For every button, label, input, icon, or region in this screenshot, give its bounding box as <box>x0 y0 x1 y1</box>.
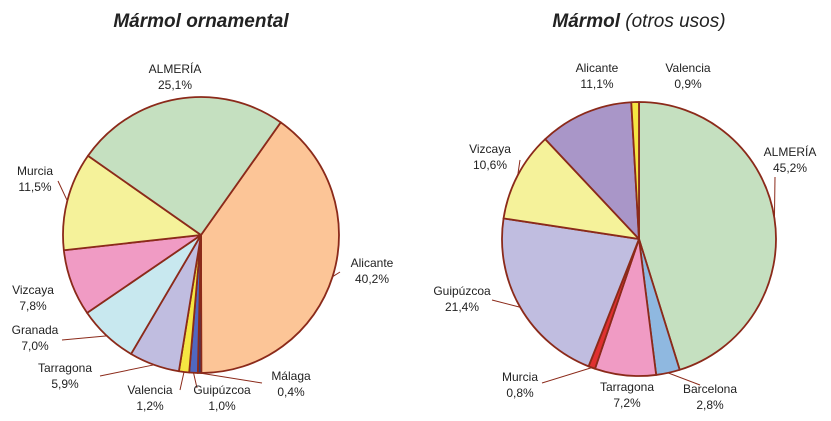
leader-line <box>99 364 155 377</box>
leader-line <box>179 371 185 391</box>
slice-value-label: 25,1% <box>158 78 192 92</box>
slice-label: Vizcaya <box>12 283 54 297</box>
slice-label: Granada <box>12 323 59 337</box>
pie-slice <box>501 217 640 368</box>
leader-line <box>61 335 107 341</box>
slice-label: Tarragona <box>38 361 92 375</box>
slice-value-label: 11,5% <box>18 180 51 194</box>
slice-value-label: 7,2% <box>613 396 641 410</box>
slice-value-label: 5,9% <box>51 377 79 391</box>
leader-line <box>57 180 68 202</box>
slice-label: Valencia <box>665 61 710 75</box>
slice-label: ALMERÍA <box>764 144 817 159</box>
leader-line <box>773 176 776 219</box>
slice-label: Murcia <box>502 370 538 384</box>
leader-line <box>199 372 263 384</box>
leader-line <box>541 367 592 384</box>
slice-value-label: 45,2% <box>773 161 807 175</box>
slice-value-label: 21,4% <box>445 300 479 314</box>
pie-slice <box>62 154 202 252</box>
pie-slice <box>87 96 282 236</box>
slice-value-label: 0,4% <box>277 385 305 399</box>
chart-title: Mármol <box>552 11 620 32</box>
slice-value-label: 1,0% <box>208 399 236 413</box>
slice-value-label: 10,6% <box>473 158 507 172</box>
leader-line <box>332 271 341 278</box>
slice-label: Guipúzcoa <box>433 284 491 298</box>
pie-slice <box>630 101 640 240</box>
chart-title: Mármol (otros usos) <box>552 11 725 32</box>
slice-label: Alicante <box>576 61 619 75</box>
slice-label: Tarragona <box>600 380 654 394</box>
slice-value-label: 40,2% <box>355 272 389 286</box>
slice-value-label: 1,2% <box>136 399 164 413</box>
slice-value-label: 0,9% <box>674 77 702 91</box>
slice-label: Barcelona <box>683 382 737 396</box>
slice-value-label: 0,8% <box>506 386 534 400</box>
slice-label: Guipúzcoa <box>193 383 251 397</box>
slice-value-label: 7,0% <box>21 339 49 353</box>
pie-slice <box>544 101 640 240</box>
leader-line <box>667 372 701 386</box>
chart-subtitle: (otros usos) <box>625 11 725 32</box>
slice-value-label: 7,8% <box>19 299 47 313</box>
slice-value-label: 2,8% <box>696 398 724 412</box>
slice-label: Vizcaya <box>469 142 511 156</box>
leader-line <box>193 372 198 389</box>
leader-line <box>491 299 521 308</box>
slice-label: Málaga <box>271 369 311 383</box>
slice-label: Murcia <box>17 164 53 178</box>
slice-value-label: 11,1% <box>580 77 613 91</box>
slice-label: ALMERÍA <box>149 61 202 76</box>
slice-label: Alicante <box>351 256 394 270</box>
chart-title: Mármol ornamental <box>113 11 289 32</box>
leader-line <box>517 159 521 176</box>
slice-label: Valencia <box>127 383 172 397</box>
